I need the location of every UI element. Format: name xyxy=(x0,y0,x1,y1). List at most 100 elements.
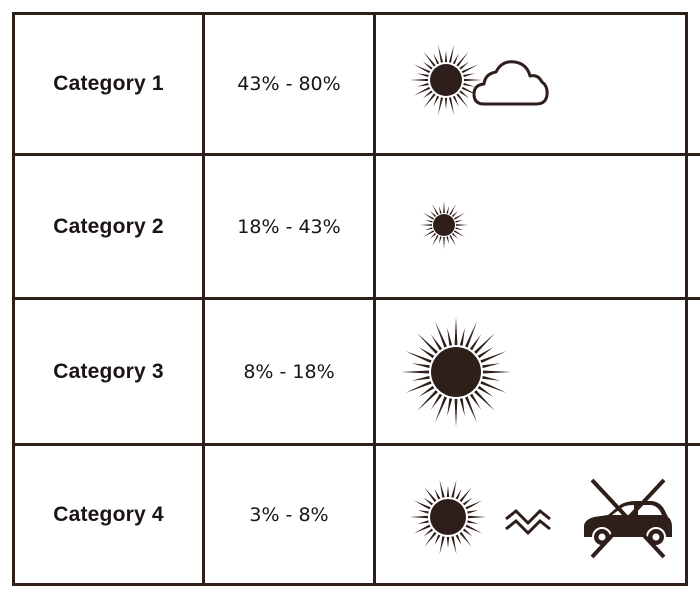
sun-disc xyxy=(430,498,466,535)
sun-ray xyxy=(464,320,478,348)
sun-ray xyxy=(459,486,472,502)
sun-ray xyxy=(424,531,437,547)
sun-ray xyxy=(430,210,437,217)
sun-ray xyxy=(455,533,462,545)
heat-wave-icon xyxy=(505,508,551,535)
sun-ray xyxy=(438,235,442,244)
sun-ray xyxy=(446,205,450,214)
sun-ray xyxy=(417,519,429,524)
sun-ray xyxy=(453,229,465,237)
sun-ray xyxy=(447,397,453,416)
sun-ray xyxy=(413,524,431,533)
range-label: 18% - 43% xyxy=(237,215,341,238)
sun-ray xyxy=(418,346,435,358)
sun-ray xyxy=(434,488,441,500)
sun-ray xyxy=(459,397,465,416)
sun-ray xyxy=(482,362,501,368)
sun-ray xyxy=(459,90,470,99)
sun-ray xyxy=(423,229,435,237)
sun-ray xyxy=(443,236,445,249)
sun-ray xyxy=(467,519,479,524)
range-cell: 3% - 8% xyxy=(205,446,376,583)
sun-ray xyxy=(459,61,470,70)
sun-ray xyxy=(413,86,431,96)
sun-ray xyxy=(448,44,455,63)
sun-ray xyxy=(417,332,438,354)
sun-ray xyxy=(417,509,429,514)
sun-ray xyxy=(469,334,482,350)
sun-ray xyxy=(480,350,507,363)
icon-cell xyxy=(376,156,700,300)
sun-ray xyxy=(432,203,439,215)
sun-ray xyxy=(444,97,448,110)
sun-ray xyxy=(443,200,445,213)
sun-ray xyxy=(462,497,473,506)
sun-ray xyxy=(446,536,450,548)
icon-cell xyxy=(376,446,700,583)
sun-ray xyxy=(459,327,465,346)
sun-ray xyxy=(422,90,433,99)
range-label: 8% - 18% xyxy=(243,360,335,383)
sun-ray xyxy=(439,479,445,498)
sun-ray xyxy=(437,97,444,116)
sun-ray xyxy=(482,375,501,381)
sun-ray xyxy=(448,97,455,116)
sun-ray xyxy=(455,488,462,500)
no-car-icon xyxy=(584,478,672,558)
sun-ray xyxy=(451,232,458,239)
sun-ray xyxy=(424,226,433,230)
range-label: 3% - 8% xyxy=(249,503,329,526)
sun-ray xyxy=(434,320,448,348)
sun-ray xyxy=(447,327,453,346)
sun-ray xyxy=(424,486,437,502)
sun-ray xyxy=(451,479,457,498)
sun-ray xyxy=(423,497,434,506)
sun-ray xyxy=(411,362,430,368)
sun-ray xyxy=(423,51,436,67)
sun-ray xyxy=(482,370,511,373)
sun-disc xyxy=(431,346,481,397)
range-cell: 18% - 43% xyxy=(205,156,376,300)
sun-ray xyxy=(434,533,441,545)
sun-ray xyxy=(410,515,429,518)
sun-ray xyxy=(444,50,448,63)
sun-ray xyxy=(433,95,440,107)
category-label: Category 3 xyxy=(53,359,164,383)
sun-ray xyxy=(433,53,440,65)
sun-ray xyxy=(417,82,429,87)
sun-ray xyxy=(423,93,436,109)
sun-disc xyxy=(430,64,462,96)
sun-ray xyxy=(446,235,450,244)
category-cell: Category 4 xyxy=(15,446,205,583)
sun-ray xyxy=(434,395,448,423)
sun-ray xyxy=(459,531,472,547)
sun-ray xyxy=(469,393,482,409)
sun-ray xyxy=(417,389,438,411)
sun-ray xyxy=(423,212,435,220)
sun-ray xyxy=(456,93,469,109)
category-label: Category 2 xyxy=(53,214,164,238)
sun-ray xyxy=(451,210,458,217)
sun-ray xyxy=(461,64,479,74)
sun-ray xyxy=(449,203,456,215)
sun-ray xyxy=(449,234,456,246)
sun-ray xyxy=(453,212,465,220)
category-label: Category 1 xyxy=(53,72,164,95)
sun-ray xyxy=(474,389,495,411)
sun-ray xyxy=(439,535,445,554)
sun-ray xyxy=(463,73,475,78)
sun-ray xyxy=(451,535,457,554)
sun-ray xyxy=(405,350,432,363)
sun-ray xyxy=(467,515,486,518)
category-label: Category 4 xyxy=(53,502,164,526)
sun-ray xyxy=(456,51,469,67)
sun-ray xyxy=(437,44,444,63)
sun-ray xyxy=(413,64,431,74)
sun-ray xyxy=(423,527,434,536)
icon-cell xyxy=(376,15,700,156)
sun-ray xyxy=(424,219,433,223)
sun-ray xyxy=(464,395,478,423)
sun-ray xyxy=(465,524,483,533)
cloud-icon xyxy=(472,60,549,106)
sun-ray xyxy=(454,398,458,427)
